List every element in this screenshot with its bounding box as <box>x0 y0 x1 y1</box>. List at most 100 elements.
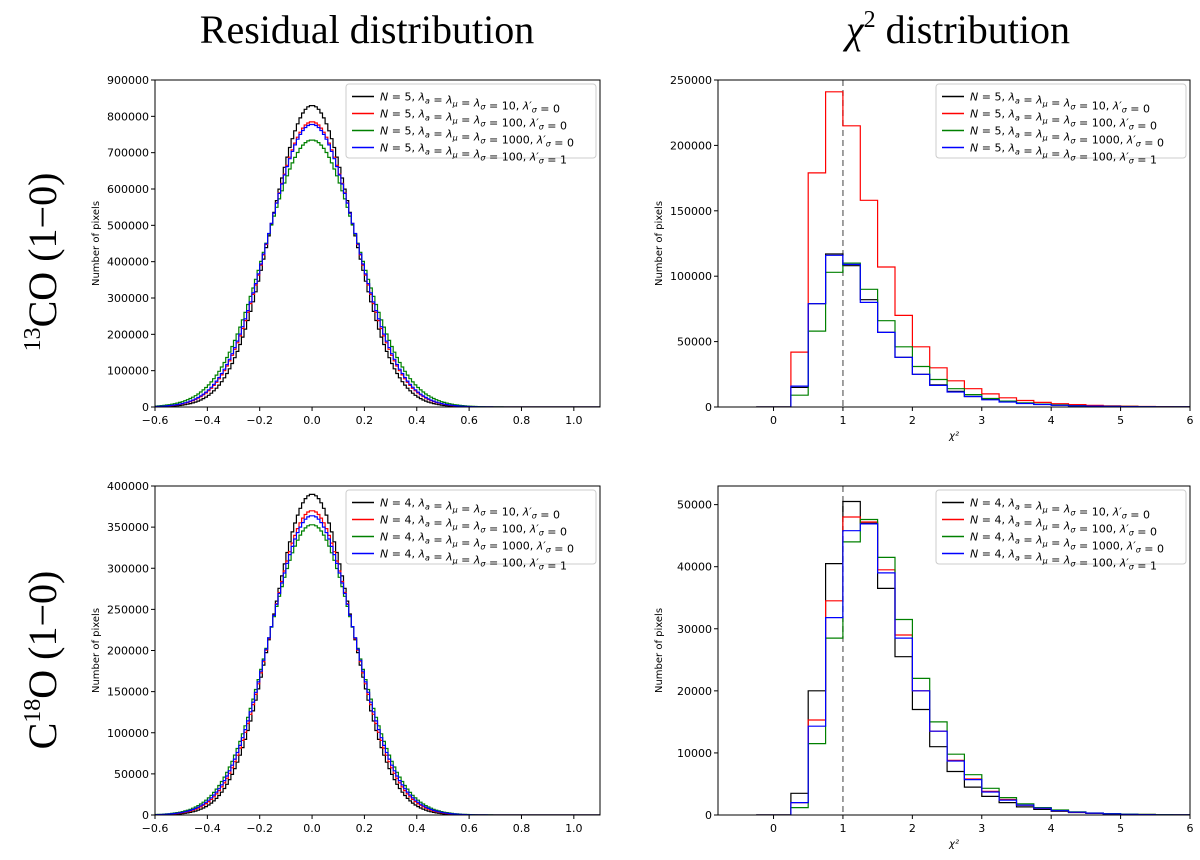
x-tick-label: 2 <box>909 822 916 835</box>
legend: N = 5, λa = λμ = λσ = 10, λ′σ = 0N = 5, … <box>345 83 597 167</box>
x-tick-label: 0.8 <box>513 822 531 835</box>
x-axis-label: χ² <box>948 431 959 442</box>
x-tick-label: 3 <box>978 414 985 427</box>
legend-label: N = 5, λa = λμ = λσ = 10, λ′σ = 0 <box>380 91 560 116</box>
y-axis-label: Number of pixels <box>654 608 665 693</box>
legend-label: N = 4, λa = λμ = λσ = 10, λ′σ = 0 <box>380 497 560 522</box>
y-tick-label: 200000 <box>670 139 712 152</box>
y-axis-label: Number of pixels <box>91 201 102 286</box>
legend-label: N = 5, λa = λμ = λσ = 100, λ′σ = 0 <box>380 108 567 133</box>
y-tick-label: 40000 <box>677 561 712 574</box>
legend-box <box>345 489 597 565</box>
x-tick-label: 1.0 <box>565 822 583 835</box>
y-tick-label: 800000 <box>107 110 149 123</box>
x-tick-label: 0 <box>770 822 777 835</box>
legend-label: N = 5, λa = λμ = λσ = 100, λ′σ = 1 <box>380 142 567 167</box>
legend: N = 4, λa = λμ = λσ = 10, λ′σ = 0N = 4, … <box>345 489 597 573</box>
panel-13co-chi2: 0 1 2 3 4 5 6 0 50000 100000 150000 200000 250000 Num… <box>654 74 1194 442</box>
legend: N = 5, λa = λμ = λσ = 10, λ′σ = 0N = 5, … <box>935 83 1187 167</box>
x-tick-label: 0.2 <box>356 414 374 427</box>
y-tick-label: 250000 <box>107 603 149 616</box>
y-tick-label: 100000 <box>670 270 712 283</box>
legend-label: N = 5, λa = λμ = λσ = 10, λ′σ = 0 <box>970 91 1150 116</box>
x-tick-label: 1.0 <box>565 414 583 427</box>
legend-label: N = 5, λa = λμ = λσ = 1000, λ′σ = 0 <box>380 125 574 150</box>
y-tick-label: 200000 <box>107 645 149 658</box>
y-tick-label: 200000 <box>107 328 149 341</box>
panel-c18o-chi2: 0 1 2 3 4 5 6 0 10000 20000 30000 40000 50000 Number … <box>654 485 1194 850</box>
y-tick-label: 300000 <box>107 292 149 305</box>
legend-label: N = 4, λa = λμ = λσ = 10, λ′σ = 0 <box>970 497 1150 522</box>
x-tick-label: 5 <box>1117 822 1124 835</box>
y-tick-label: 400000 <box>107 256 149 269</box>
legend-label: N = 4, λa = λμ = λσ = 1000, λ′σ = 0 <box>970 531 1164 556</box>
y-tick-label: 700000 <box>107 147 149 160</box>
y-tick-label: 350000 <box>107 521 149 534</box>
x-tick-label: −0.2 <box>246 822 273 835</box>
x-tick-label: 0.0 <box>303 414 321 427</box>
x-tick-label: 0.4 <box>408 414 426 427</box>
row-label-c18o-pre: C <box>20 723 65 750</box>
x-tick-label: 2 <box>909 414 916 427</box>
x-tick-label: 1 <box>839 822 846 835</box>
legend-label: N = 5, λa = λμ = λσ = 1000, λ′σ = 0 <box>970 125 1164 150</box>
axes-frame <box>154 79 601 408</box>
y-tick-label: 50000 <box>114 768 149 781</box>
legend-label: N = 5, λa = λμ = λσ = 100, λ′σ = 1 <box>970 142 1157 167</box>
y-tick-label: 0 <box>142 809 149 822</box>
legend-label: N = 4, λa = λμ = λσ = 100, λ′σ = 1 <box>970 548 1157 573</box>
y-tick-label: 100000 <box>107 727 149 740</box>
axes-frame <box>717 79 1191 408</box>
y-tick-label: 250000 <box>670 74 712 87</box>
col-title-chi2-text: distribution <box>886 7 1070 52</box>
x-tick-label: 6 <box>1187 822 1194 835</box>
row-label-13co: 13CO (1−0) <box>20 173 65 352</box>
series-step-4 <box>756 523 1190 815</box>
col-title-chi2: χ2 distribution <box>842 7 1070 52</box>
plot-area <box>756 486 1190 815</box>
legend: N = 4, λa = λμ = λσ = 10, λ′σ = 0N = 4, … <box>935 489 1187 573</box>
y-tick-label: 30000 <box>677 623 712 636</box>
legend-label: N = 4, λa = λμ = λσ = 1000, λ′σ = 0 <box>380 531 574 556</box>
series-step-4 <box>155 123 600 407</box>
x-tick-label: 4 <box>1048 822 1055 835</box>
y-tick-label: 300000 <box>107 562 149 575</box>
y-tick-label: 900000 <box>107 74 149 87</box>
x-tick-label: 1 <box>839 414 846 427</box>
y-tick-label: 50000 <box>677 336 712 349</box>
y-tick-label: 150000 <box>670 205 712 218</box>
x-tick-label: 0.6 <box>460 414 478 427</box>
row-label-c18o: C18O (1−0) <box>20 571 65 750</box>
legend-label: N = 5, λa = λμ = λσ = 100, λ′σ = 0 <box>970 108 1157 133</box>
x-tick-label: 0 <box>770 414 777 427</box>
y-tick-label: 400000 <box>107 480 149 493</box>
series-step-2 <box>155 121 600 407</box>
axes-frame <box>717 485 1191 816</box>
y-tick-label: 20000 <box>677 685 712 698</box>
legend-box <box>935 83 1187 159</box>
y-tick-label: 50000 <box>677 499 712 512</box>
legend-label: N = 4, λa = λμ = λσ = 100, λ′σ = 0 <box>970 514 1157 539</box>
series-step-3 <box>155 139 600 407</box>
panel-13co-residual: −0.6 −0.4 −0.2 0.0 0.2 0.4 0.6 0.8 1.0 0 100000 200… <box>91 74 601 427</box>
x-tick-label: −0.2 <box>246 414 273 427</box>
y-axis-label: Number of pixels <box>91 608 102 693</box>
legend-label: N = 4, λa = λμ = λσ = 100, λ′σ = 1 <box>380 548 567 573</box>
x-tick-label: 0.2 <box>356 822 374 835</box>
row-label-13co-sup: 13 <box>20 327 46 351</box>
y-axis-label: Number of pixels <box>654 201 665 286</box>
col-title-chi-symbol: χ <box>842 7 865 52</box>
y-tick-label: 100000 <box>107 365 149 378</box>
x-tick-label: 0.4 <box>408 822 426 835</box>
x-tick-label: 0.0 <box>303 822 321 835</box>
row-label-c18o-text: O (1−0) <box>20 571 65 699</box>
x-tick-label: −0.6 <box>142 822 169 835</box>
legend-label: N = 4, λa = λμ = λσ = 100, λ′σ = 0 <box>380 514 567 539</box>
col-title-residual: Residual distribution <box>200 7 534 52</box>
x-axis-label: χ² <box>948 839 959 850</box>
x-tick-label: 4 <box>1048 414 1055 427</box>
x-tick-label: 6 <box>1187 414 1194 427</box>
legend-box <box>935 489 1187 565</box>
y-tick-label: 0 <box>142 401 149 414</box>
